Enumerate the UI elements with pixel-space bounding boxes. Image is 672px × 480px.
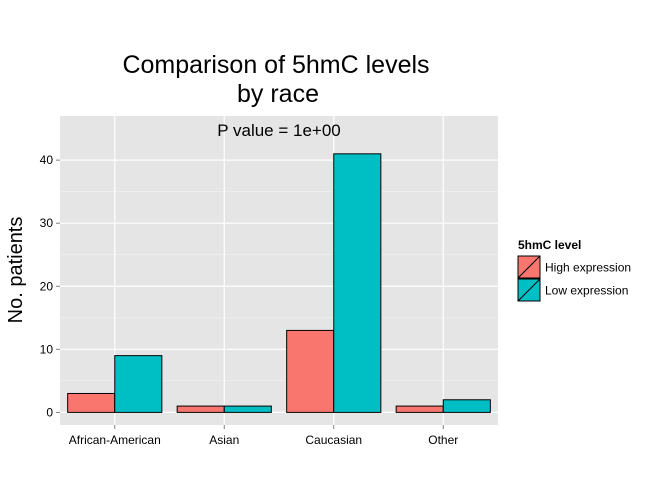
legend: 5hmC level High expression Low expression (517, 238, 631, 302)
bar-low-expression-caucasian (333, 153, 382, 413)
bar-high-expression-african-american (67, 392, 116, 413)
y-tick-label: 30 (40, 216, 54, 230)
x-tick-label: Caucasian (305, 433, 362, 447)
bar-high-expression-asian (176, 405, 225, 413)
x-tick-label: Asian (209, 433, 239, 447)
chart-title-line-2: by race (237, 80, 319, 108)
bar-low-expression-asian (223, 405, 272, 413)
p-value-annotation: P value = 1e+00 (217, 121, 341, 140)
legend-title: 5hmC level (518, 238, 581, 252)
x-tick-label: African-American (69, 433, 161, 447)
chart-title-line-1: Comparison of 5hmC levels (122, 51, 429, 79)
legend-key-slash (517, 278, 541, 302)
y-tick-label: 10 (40, 342, 54, 356)
legend-items: High expression Low expression (517, 255, 631, 302)
legend-label: Low expression (545, 284, 628, 298)
y-axis-title: No. patients (5, 217, 27, 324)
legend-label: High expression (545, 261, 631, 275)
y-axis-ticks: 0 10 20 30 40 (40, 153, 60, 419)
bar-low-expression-african-american (114, 355, 163, 413)
bar-low-expression-other (442, 399, 491, 413)
y-tick-label: 20 (40, 279, 54, 293)
y-tick-label: 40 (40, 153, 54, 167)
bars (67, 153, 491, 413)
x-axis-ticks: African-American Asian Caucasian Other (69, 425, 458, 447)
y-tick-label: 0 (46, 405, 53, 419)
bar-high-expression-other (395, 405, 444, 413)
legend-key-slash (517, 255, 541, 279)
bar-high-expression-caucasian (286, 329, 335, 413)
x-tick-label: Other (428, 433, 458, 447)
